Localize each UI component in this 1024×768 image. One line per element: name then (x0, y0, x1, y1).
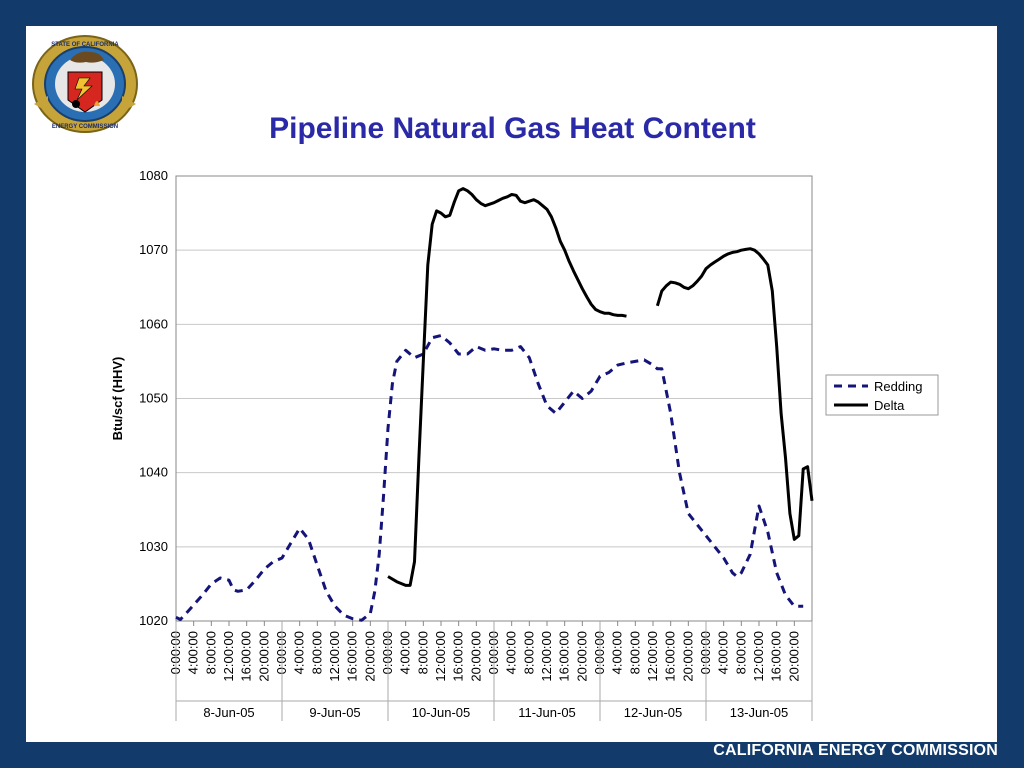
series-line-delta (387, 187, 627, 587)
date-label: 13-Jun-05 (730, 705, 789, 720)
x-tick-label: 20:00:00 (468, 631, 483, 682)
date-label: 9-Jun-05 (309, 705, 360, 720)
y-tick-label: 1060 (139, 316, 168, 331)
slide-title: Pipeline Natural Gas Heat Content (269, 112, 756, 145)
y-tick-label: 1080 (139, 168, 168, 183)
x-tick-label: 4:00:00 (398, 631, 413, 674)
date-label: 8-Jun-05 (203, 705, 254, 720)
seal-top-text: STATE OF CALIFORNIA (51, 42, 119, 48)
x-tick-label: 16:00:00 (663, 631, 678, 682)
x-tick-label: 12:00:00 (327, 631, 342, 682)
x-tick-label: 20:00:00 (362, 631, 377, 682)
x-tick-label: 8:00:00 (203, 631, 218, 674)
series-line-redding (175, 334, 804, 622)
y-tick-label: 1050 (139, 391, 168, 406)
x-tick-label: 4:00:00 (716, 631, 731, 674)
x-tick-label: 12:00:00 (751, 631, 766, 682)
legend-box (825, 374, 939, 416)
x-tick-label: 8:00:00 (521, 631, 536, 674)
x-tick-label: 16:00:00 (451, 631, 466, 682)
date-label: 12-Jun-05 (624, 705, 683, 720)
x-tick-label: 16:00:00 (345, 631, 360, 682)
legend-label-delta: Delta (874, 398, 905, 413)
x-tick-label: 16:00:00 (557, 631, 572, 682)
x-tick-label: 4:00:00 (504, 631, 519, 674)
x-tick-label: 8:00:00 (733, 631, 748, 674)
x-tick-label: 12:00:00 (221, 631, 236, 682)
date-label: 10-Jun-05 (412, 705, 471, 720)
legend-label-redding: Redding (874, 379, 922, 394)
x-tick-label: 4:00:00 (186, 631, 201, 674)
x-tick-label: 16:00:00 (239, 631, 254, 682)
x-tick-label: 12:00:00 (645, 631, 660, 682)
footer-text: CALIFORNIA ENERGY COMMISSION (713, 742, 998, 759)
y-tick-label: 1040 (139, 465, 168, 480)
x-tick-label: 16:00:00 (769, 631, 784, 682)
x-tick-label: 4:00:00 (292, 631, 307, 674)
x-tick-label: 12:00:00 (433, 631, 448, 682)
x-tick-label: 8:00:00 (309, 631, 324, 674)
x-tick-label: 20:00:00 (786, 631, 801, 682)
y-tick-label: 1020 (139, 613, 168, 628)
x-tick-label: 20:00:00 (574, 631, 589, 682)
seal-bottom-text: ENERGY COMMISSION (52, 124, 118, 130)
y-tick-label: 1030 (139, 539, 168, 554)
date-label: 11-Jun-05 (518, 705, 576, 720)
x-tick-label: 20:00:00 (680, 631, 695, 682)
y-tick-label: 1070 (139, 242, 168, 257)
x-tick-label: 8:00:00 (415, 631, 430, 674)
y-axis-title: Btu/scf (HHV) (110, 357, 125, 441)
series-line-delta (655, 247, 814, 541)
x-tick-label: 20:00:00 (256, 631, 271, 682)
x-tick-label: 8:00:00 (627, 631, 642, 674)
energy-commission-seal: STATE OF CALIFORNIA ENERGY COMMISSION (32, 35, 138, 133)
x-tick-label: 12:00:00 (539, 631, 554, 682)
x-tick-label: 4:00:00 (610, 631, 625, 674)
